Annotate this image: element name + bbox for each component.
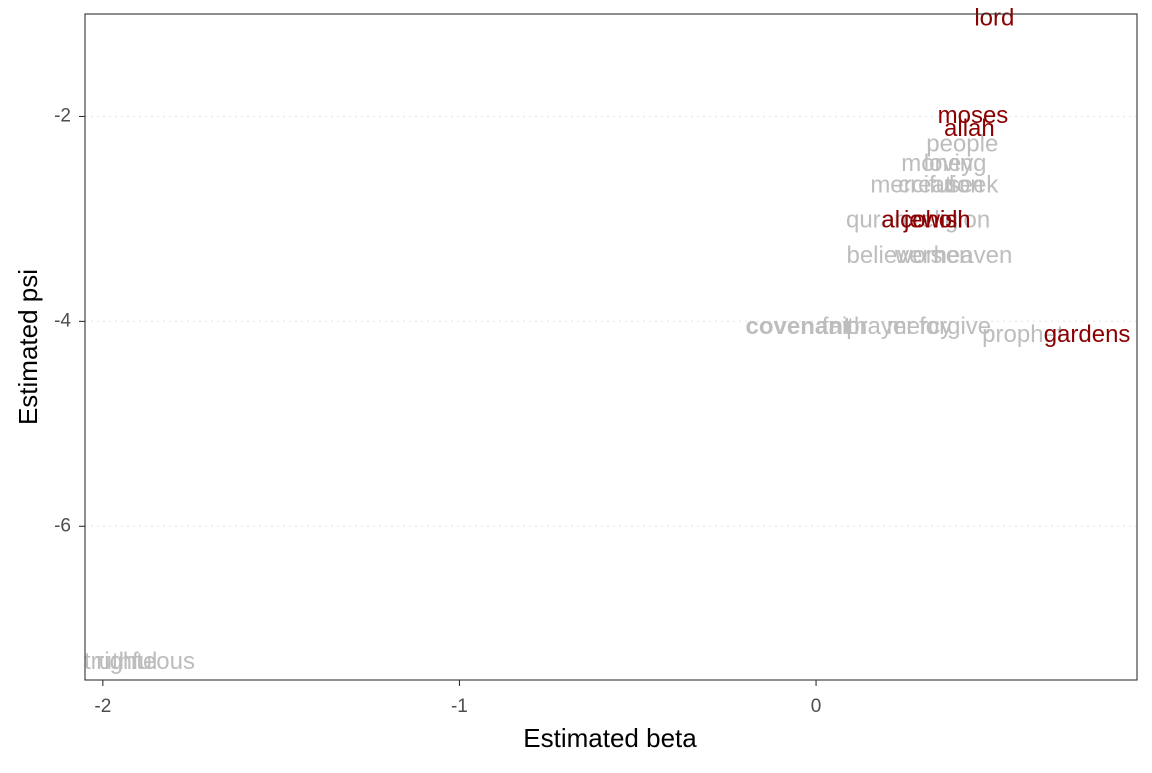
highlighted-word-label: alcohol xyxy=(881,206,957,233)
y-tick-label: -2 xyxy=(54,105,71,126)
word-label: truthful xyxy=(84,648,157,675)
highlighted-word-label: lord xyxy=(974,4,1014,31)
y-tick-label: -6 xyxy=(54,515,71,536)
plot-panel-border xyxy=(84,13,1138,681)
x-axis-label: Estimated beta xyxy=(523,723,697,753)
word-label: quran xyxy=(846,206,907,233)
word-label: heaven xyxy=(934,242,1013,269)
word-label: creation xyxy=(898,171,983,198)
word-label: people xyxy=(926,130,998,157)
y-tick-label: -4 xyxy=(54,310,71,331)
grid-layer xyxy=(85,115,1137,528)
word-label: faith xyxy=(822,313,867,340)
word-label: prophet xyxy=(982,321,1064,348)
word-label: women xyxy=(894,242,972,269)
highlighted-word-label: allah xyxy=(944,115,995,142)
x-tick-label: -1 xyxy=(451,696,468,717)
highlighted-word-label: moses xyxy=(938,102,1009,129)
y-axis: -6 -4 -2 xyxy=(54,105,85,536)
word-label: prayer xyxy=(846,313,914,340)
x-tick-label: -2 xyxy=(94,696,111,717)
word-label: loving xyxy=(924,150,987,177)
word-label: forgive xyxy=(919,313,991,340)
highlighted-word-label: gardens xyxy=(1044,321,1131,348)
x-axis: -2 -1 0 xyxy=(94,680,821,717)
word-label: believers xyxy=(846,242,942,269)
x-tick-label: 0 xyxy=(811,696,822,717)
word-label: merciful xyxy=(870,171,954,198)
y-axis-label: Estimated psi xyxy=(13,269,43,425)
word-label: mercy xyxy=(887,313,952,340)
word-label: religion xyxy=(913,206,990,233)
word-label: money xyxy=(901,150,973,177)
word-label: covenant xyxy=(746,313,851,340)
word-label: seek xyxy=(948,171,1000,198)
highlighted-word-label: jewish xyxy=(903,206,971,233)
word-label: righteous xyxy=(96,648,195,675)
